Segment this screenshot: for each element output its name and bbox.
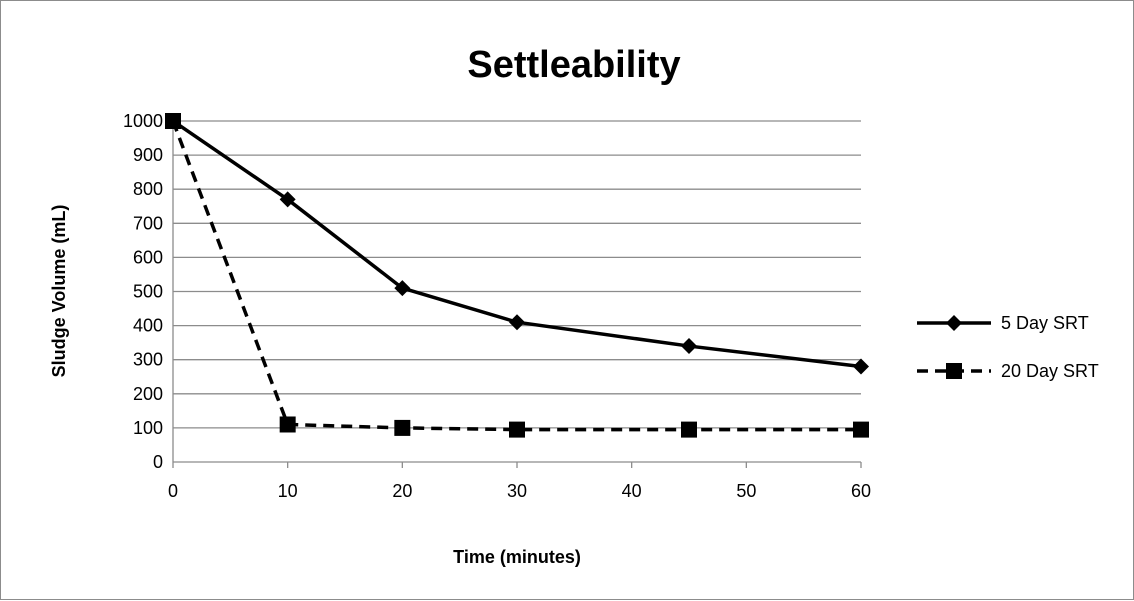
y-tick-label: 500 (133, 282, 163, 302)
square-marker (509, 421, 525, 438)
legend-item: 20 Day SRT (917, 361, 1099, 381)
legend-item: 5 Day SRT (917, 313, 1089, 333)
diamond-marker (394, 280, 411, 297)
diamond-marker (509, 314, 525, 331)
x-tick-label: 20 (392, 481, 412, 501)
square-marker (394, 419, 411, 436)
series-line (171, 120, 861, 432)
series-5-day-srt (165, 113, 869, 375)
x-tick-label: 40 (622, 481, 642, 501)
diamond-marker (853, 358, 869, 375)
legend-label: 20 Day SRT (1001, 361, 1099, 381)
x-tick-label: 30 (507, 481, 527, 501)
y-axis-title: Sludge Volume (mL) (49, 205, 69, 378)
y-tick-label: 1000 (123, 111, 163, 131)
y-tick-label: 600 (133, 247, 163, 267)
chart-title: Settleability (467, 44, 680, 86)
x-tick-label: 0 (168, 481, 178, 501)
y-tick-label: 300 (133, 350, 163, 370)
y-tick-label: 700 (133, 213, 163, 233)
y-tick-label: 0 (153, 452, 163, 472)
axes (172, 121, 862, 468)
y-tick-label: 100 (133, 418, 163, 438)
series-line (172, 119, 862, 369)
legend-label: 5 Day SRT (1001, 313, 1089, 333)
diamond-marker (946, 315, 962, 331)
y-tick-label: 900 (133, 145, 163, 165)
square-marker (946, 363, 962, 379)
square-marker (279, 416, 296, 433)
x-tick-label: 60 (851, 481, 871, 501)
square-marker (853, 421, 869, 438)
y-tick-label: 200 (133, 384, 163, 404)
x-tick-label: 10 (278, 481, 298, 501)
legend: 5 Day SRT 20 Day SRT (917, 313, 1099, 381)
x-axis-title: Time (minutes) (453, 547, 581, 567)
x-tick-labels: 0 10 20 30 40 50 60 (168, 481, 871, 501)
gridlines (173, 120, 861, 429)
series-layer (165, 113, 869, 438)
y-tick-labels: 0 100 200 300 400 500 600 700 800 900 1000 (123, 111, 163, 472)
diamond-marker (165, 113, 181, 129)
x-tick-label: 50 (736, 481, 756, 501)
y-tick-label: 800 (133, 179, 163, 199)
series-20-day-srt (165, 113, 869, 438)
y-tick-label: 400 (133, 316, 163, 336)
diamond-marker (681, 338, 697, 355)
diamond-marker (279, 191, 296, 208)
square-marker (681, 421, 697, 438)
